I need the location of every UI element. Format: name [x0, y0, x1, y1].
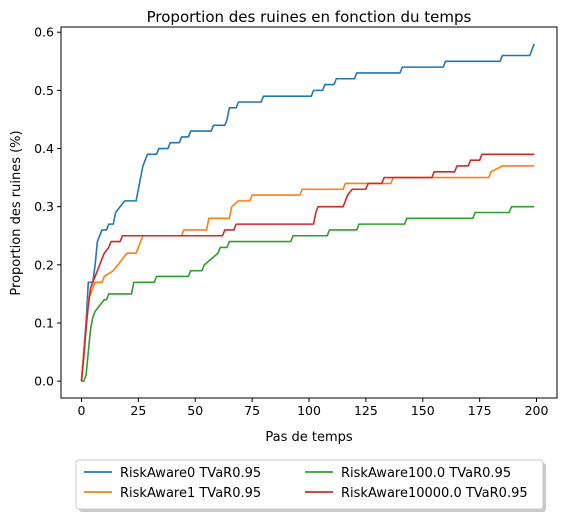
x-tick-label: 150 — [411, 403, 435, 418]
x-tick-label: 175 — [468, 403, 492, 418]
y-tick-label: 0.5 — [34, 83, 54, 98]
legend-label-2: RiskAware100.0 TVaR0.95 — [341, 466, 511, 481]
y-axis-label: Proportion des ruines (%) — [9, 130, 24, 295]
series-layer — [80, 43, 535, 382]
series-line-3 — [80, 153, 535, 382]
y-tick-label: 0.0 — [34, 374, 54, 389]
x-axis-label: Pas de temps — [265, 430, 353, 445]
x-tick-label: 125 — [354, 403, 378, 418]
series-line-2 — [81, 205, 535, 382]
y-tick-label: 0.1 — [34, 315, 54, 330]
x-tick-label: 25 — [130, 403, 146, 418]
x-tick-label: 200 — [525, 403, 549, 418]
x-tick-label: 100 — [297, 403, 321, 418]
y-axis: 0.0 0.1 0.2 0.3 0.4 0.5 0.6 — [34, 25, 61, 389]
legend: RiskAware0 TVaR0.95 RiskAware1 TVaR0.95 Ri… — [75, 459, 546, 512]
legend-label-3: RiskAware10000.0 TVaR0.95 — [341, 486, 528, 501]
y-tick-label: 0.2 — [34, 257, 54, 272]
legend-box — [75, 459, 544, 510]
y-tick-label: 0.3 — [34, 199, 54, 214]
series-line-0 — [80, 43, 535, 382]
y-tick-label: 0.6 — [34, 25, 54, 40]
chart-title: Proportion des ruines en fonction du tem… — [147, 8, 472, 26]
x-tick-label: 0 — [78, 403, 86, 418]
legend-label-0: RiskAware0 TVaR0.95 — [120, 466, 261, 481]
legend-label-1: RiskAware1 TVaR0.95 — [120, 486, 261, 501]
series-line-1 — [80, 165, 535, 382]
y-tick-label: 0.4 — [34, 141, 54, 156]
x-tick-label: 75 — [244, 403, 260, 418]
x-tick-label: 50 — [187, 403, 203, 418]
x-axis: 0 25 50 75 100 125 150 175 200 — [78, 398, 549, 418]
